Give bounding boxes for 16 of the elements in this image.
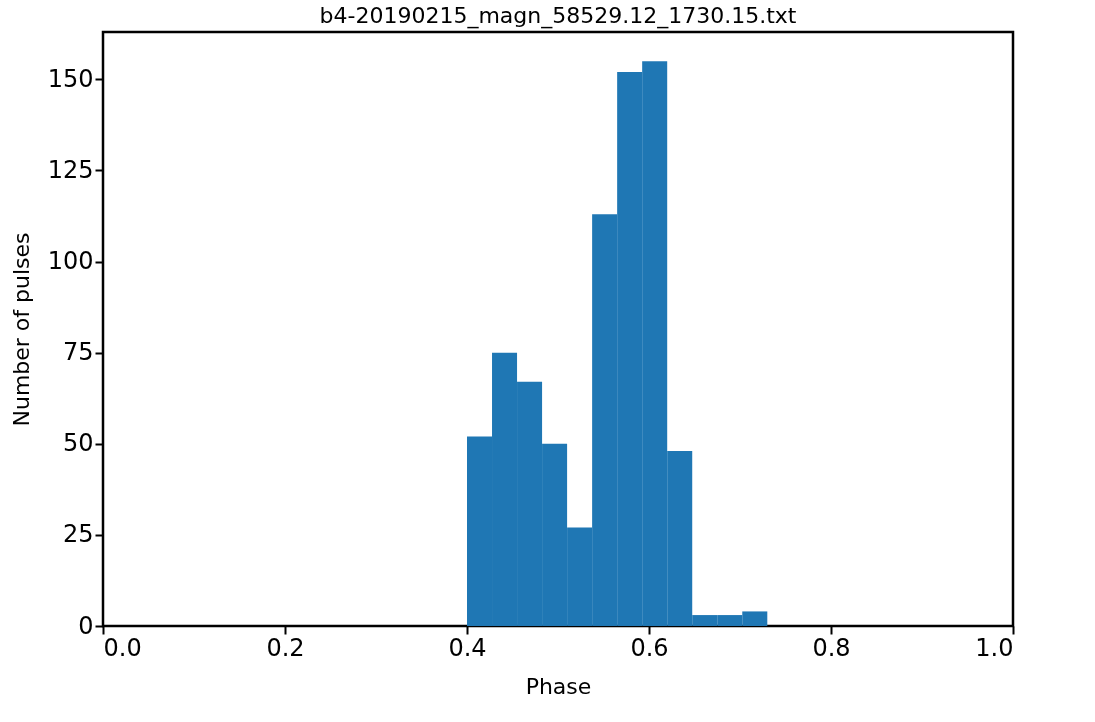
x-tick-label: 0.6 [630, 633, 669, 662]
x-tick-label: 0.4 [448, 633, 487, 662]
x-axis-title: Phase [525, 673, 592, 699]
y-tick-label: 75 [62, 338, 94, 367]
y-axis-title: Number of pulses [8, 232, 34, 427]
x-tick-label: 1.0 [975, 633, 1014, 662]
y-tick-label: 50 [62, 429, 94, 458]
y-tick-label: 0 [78, 611, 94, 640]
x-tick-label: 0.0 [103, 633, 142, 662]
y-tick-label: 25 [62, 520, 94, 549]
x-tick-label: 0.2 [266, 633, 305, 662]
y-tick-label: 150 [47, 64, 94, 93]
y-tick-label: 100 [47, 247, 94, 276]
x-tick-label: 0.8 [812, 633, 851, 662]
chart-title: b4-20190215_magn_58529.12_1730.15.txt [319, 3, 797, 29]
y-tick-label: 125 [47, 155, 94, 184]
